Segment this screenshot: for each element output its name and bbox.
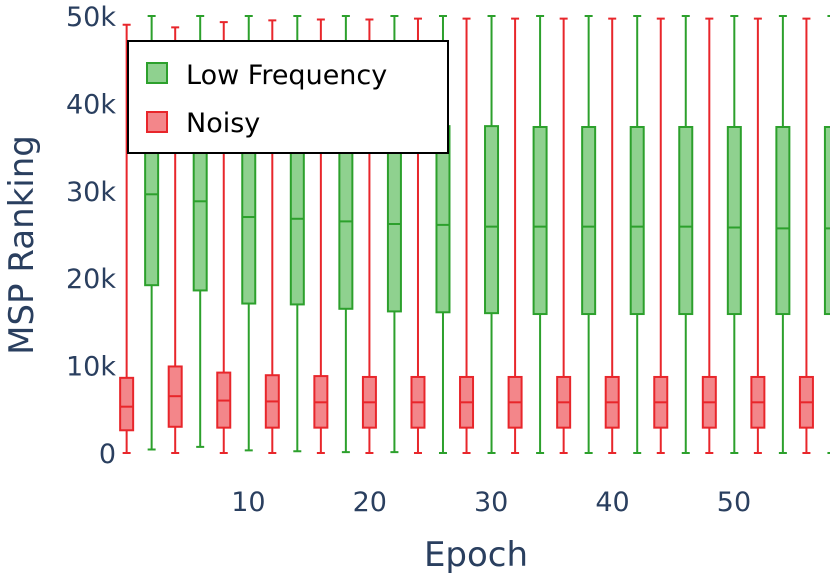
box-noisy-epoch-1 (119, 23, 135, 454)
box-noisy-epoch-41 (604, 17, 620, 454)
box-low-frequency-epoch-49 (726, 15, 742, 454)
box-low-frequency-epoch-29 (484, 15, 500, 454)
box-iqr (119, 376, 135, 432)
box-noisy-epoch-5 (167, 26, 183, 454)
y-axis-title: MSP Ranking (2, 135, 42, 355)
legend-swatch-noisy (146, 111, 168, 133)
box-noisy-epoch-45 (653, 17, 669, 454)
box-low-frequency-epoch-33 (532, 15, 548, 454)
box-low-frequency-epoch-45 (678, 15, 694, 454)
box-noisy-epoch-57 (798, 17, 814, 454)
x-axis-title: Epoch (424, 535, 528, 575)
box-iqr (581, 125, 597, 316)
box-noisy-epoch-33 (507, 17, 523, 454)
box-iqr (435, 125, 451, 314)
box-noisy-epoch-49 (701, 17, 717, 454)
y-tick-label: 0 (99, 439, 116, 470)
x-axis-ticks: 10 20 30 40 50 (231, 487, 751, 518)
x-tick-label: 30 (474, 487, 508, 518)
legend-label-noisy: Noisy (186, 108, 260, 139)
box-iqr (775, 125, 791, 316)
legend-label-low-frequency: Low Frequency (186, 60, 387, 91)
legend-swatch-low-frequency (146, 62, 168, 84)
box-iqr (726, 125, 742, 316)
box-low-frequency-epoch-57 (823, 15, 830, 454)
y-tick-label: 30k (66, 177, 116, 208)
box-iqr (678, 125, 694, 316)
y-axis-ticks: 0 10k 20k 30k 40k 50k (66, 2, 116, 470)
legend-frame (127, 40, 449, 154)
box-iqr (532, 125, 548, 316)
box-iqr (629, 125, 645, 316)
box-iqr (484, 125, 500, 315)
y-tick-label: 20k (66, 264, 116, 295)
y-tick-label: 40k (66, 89, 116, 120)
x-tick-label: 50 (717, 487, 751, 518)
box-low-frequency-epoch-37 (581, 15, 597, 454)
box-low-frequency-epoch-53 (775, 15, 791, 454)
box-iqr (823, 125, 830, 316)
box-noisy-epoch-29 (459, 17, 475, 454)
x-tick-label: 20 (353, 487, 387, 518)
y-tick-label: 50k (66, 2, 116, 33)
x-tick-label: 40 (595, 487, 629, 518)
x-tick-label: 10 (231, 487, 265, 518)
box-noisy-epoch-53 (750, 17, 766, 454)
y-tick-label: 10k (66, 352, 116, 383)
box-low-frequency-epoch-41 (629, 15, 645, 454)
legend: Low Frequency Noisy (127, 40, 449, 154)
box-noisy-epoch-37 (556, 17, 572, 454)
